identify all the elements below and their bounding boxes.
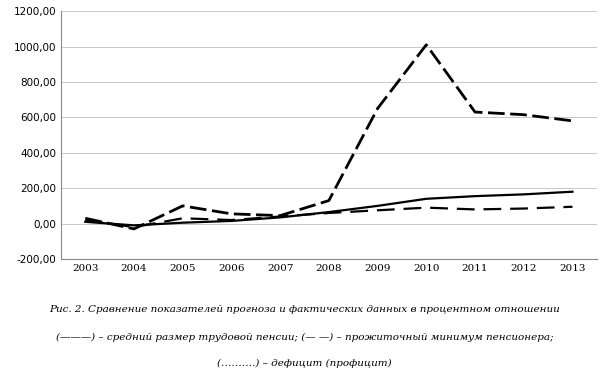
Text: (……….) – дефицит (профицит): (……….) – дефицит (профицит) <box>217 359 392 368</box>
Text: Рис. 2. Сравнение показателей прогноза и фактических данных в процентном отношен: Рис. 2. Сравнение показателей прогноза и… <box>49 305 560 314</box>
Text: (———) – средний размер трудовой пенсии; (— —) – прожиточный минимум пенсионера;: (———) – средний размер трудовой пенсии; … <box>56 333 553 342</box>
